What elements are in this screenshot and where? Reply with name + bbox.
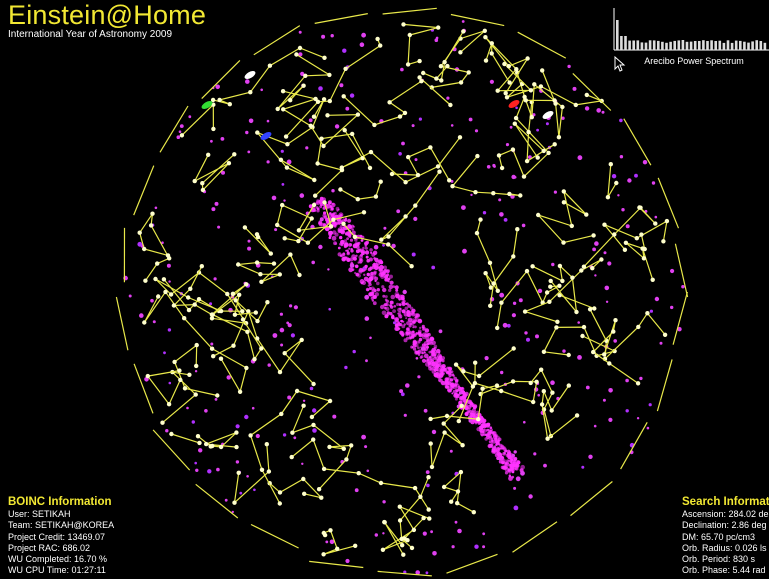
boinc-credit: Project Credit: 13469.07: [8, 531, 106, 542]
boinc-rac: Project RAC: 686.02: [8, 542, 91, 553]
search-info-panel: Search Informati Ascension: 284.02 de De…: [682, 495, 769, 577]
power-spectrum-graph: [613, 8, 769, 51]
background-stars: [123, 20, 685, 575]
app-title: Einstein@Home: [8, 0, 207, 30]
boinc-team: Team: SETIKAH@KOREA: [8, 520, 115, 531]
constellation-lines: [115, 7, 689, 577]
search-info-heading: Search Informati: [682, 496, 769, 508]
mouse-cursor-icon: [614, 56, 626, 72]
boinc-info-panel: BOINC Information User: SETIKAH Team: SE…: [8, 495, 114, 577]
search-dm: DM: 65.70 pc/cm3: [682, 531, 756, 542]
boinc-wu-cpu-time: WU CPU Time: 01:27:11: [8, 565, 106, 576]
search-orb-radius: Orb. Radius: 0.026 ls: [682, 542, 767, 553]
search-orb-phase: Orb. Phase: 5.44 rad: [682, 565, 766, 576]
milky-way: [308, 196, 525, 481]
boinc-info-heading: BOINC Information: [8, 496, 112, 508]
search-ascension: Ascension: 284.02 de: [682, 509, 769, 519]
pulsar-markers: [201, 71, 554, 140]
boinc-wu-completed: WU Completed: 16.70 %: [8, 554, 108, 565]
power-spectrum-label: Arecibo Power Spectrum: [644, 56, 744, 66]
search-orb-period: Orb. Period: 830 s: [682, 554, 756, 565]
boinc-user: User: SETIKAH: [8, 509, 71, 519]
app-subtitle: International Year of Astronomy 2009: [8, 29, 173, 40]
search-declination: Declination: 2.86 deg: [682, 520, 767, 531]
